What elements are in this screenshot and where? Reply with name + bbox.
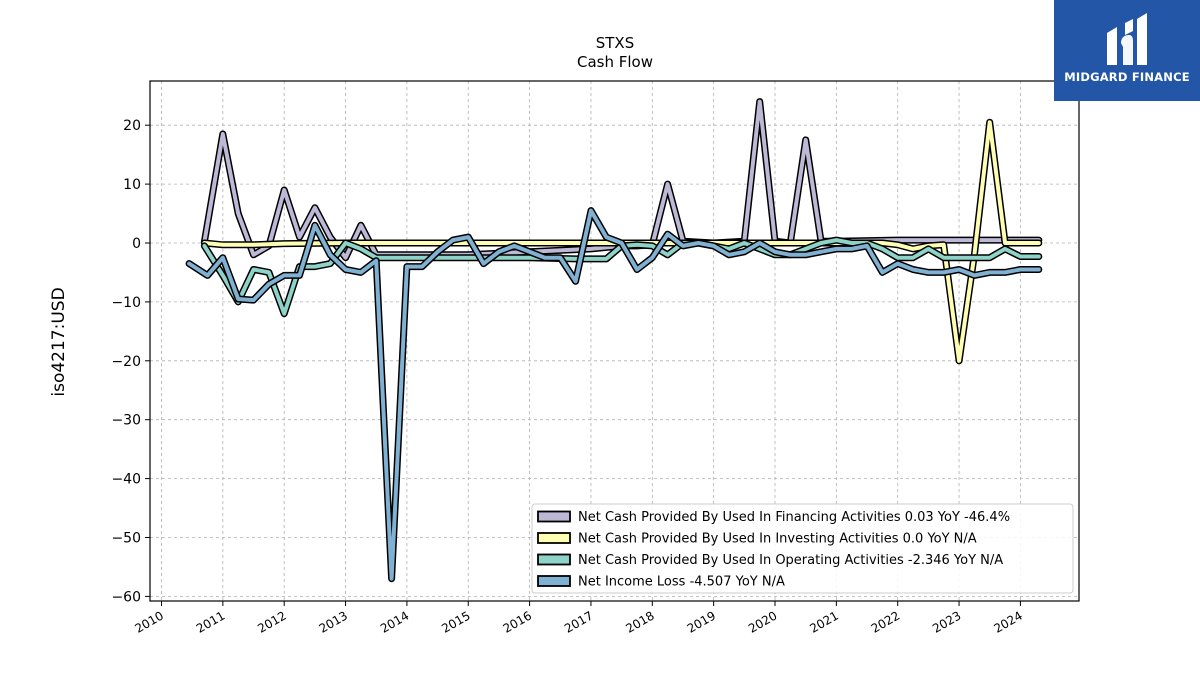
y-tick-label: −50 [111, 531, 141, 547]
chart-subtitle: Cash Flow [577, 53, 653, 71]
x-tick-label: 2023 [930, 608, 963, 635]
chart-title: STXS [596, 34, 634, 52]
series-layer [185, 98, 1043, 583]
y-tick-label: −30 [111, 413, 141, 429]
y-tick-label: −60 [111, 589, 141, 605]
series-line [202, 120, 1041, 363]
x-tick-label: 2012 [255, 608, 288, 635]
legend: Net Cash Provided By Used In Financing A… [531, 503, 1074, 594]
legend-entry-label: Net Cash Provided By Used In Operating A… [578, 553, 1003, 568]
midgard-monogram-icon [1107, 13, 1147, 65]
x-tick-label: 2010 [133, 608, 166, 635]
x-tick-label: 2017 [562, 608, 595, 635]
x-tick-label: 2011 [194, 608, 227, 635]
legend-entry-label: Net Cash Provided By Used In Investing A… [578, 532, 977, 547]
investing-activities-line [200, 118, 1043, 365]
logo-brand-text: MIDGARD FINANCE [1064, 70, 1190, 84]
legend-entry-label: Net Cash Provided By Used In Financing A… [578, 510, 1010, 525]
y-tick-label: −40 [111, 472, 141, 488]
y-tick-label: −10 [111, 295, 141, 311]
x-tick-label: 2019 [685, 608, 718, 635]
y-axis-ticks: 20 10 0 −10 −20 −30 −40 −50 −60 [111, 118, 150, 605]
x-tick-label: 2022 [869, 608, 902, 635]
x-tick-label: 2021 [807, 608, 840, 635]
x-tick-label: 2014 [378, 608, 411, 635]
x-tick-label: 2013 [317, 608, 350, 635]
y-tick-label: 10 [123, 177, 141, 193]
legend-entry-label: Net Income Loss -4.507 YoY N/A [578, 575, 785, 590]
legend-swatch [537, 553, 571, 566]
legend-box [531, 503, 1074, 594]
x-tick-label: 2015 [439, 608, 472, 635]
legend-swatch [537, 575, 571, 587]
midgard-finance-logo: MIDGARD FINANCE [1054, 0, 1200, 101]
x-axis-ticks: 2010 2011 2012 2013 2014 2015 2016 2017 2018 2019… [133, 601, 1025, 636]
net-income-loss-line [185, 207, 1043, 583]
legend-swatch [537, 510, 571, 523]
x-tick-label: 2020 [746, 608, 779, 635]
x-tick-label: 2018 [623, 608, 656, 635]
y-axis-label: iso4217:USD [49, 287, 69, 396]
legend-swatch [537, 532, 571, 544]
series-line [187, 208, 1041, 581]
plot-frame [149, 80, 1080, 602]
x-tick-label: 2024 [991, 608, 1024, 635]
x-tick-label: 2016 [501, 608, 534, 635]
y-tick-label: 0 [132, 236, 141, 252]
y-tick-label: 20 [123, 118, 141, 134]
y-tick-label: −20 [111, 354, 141, 370]
